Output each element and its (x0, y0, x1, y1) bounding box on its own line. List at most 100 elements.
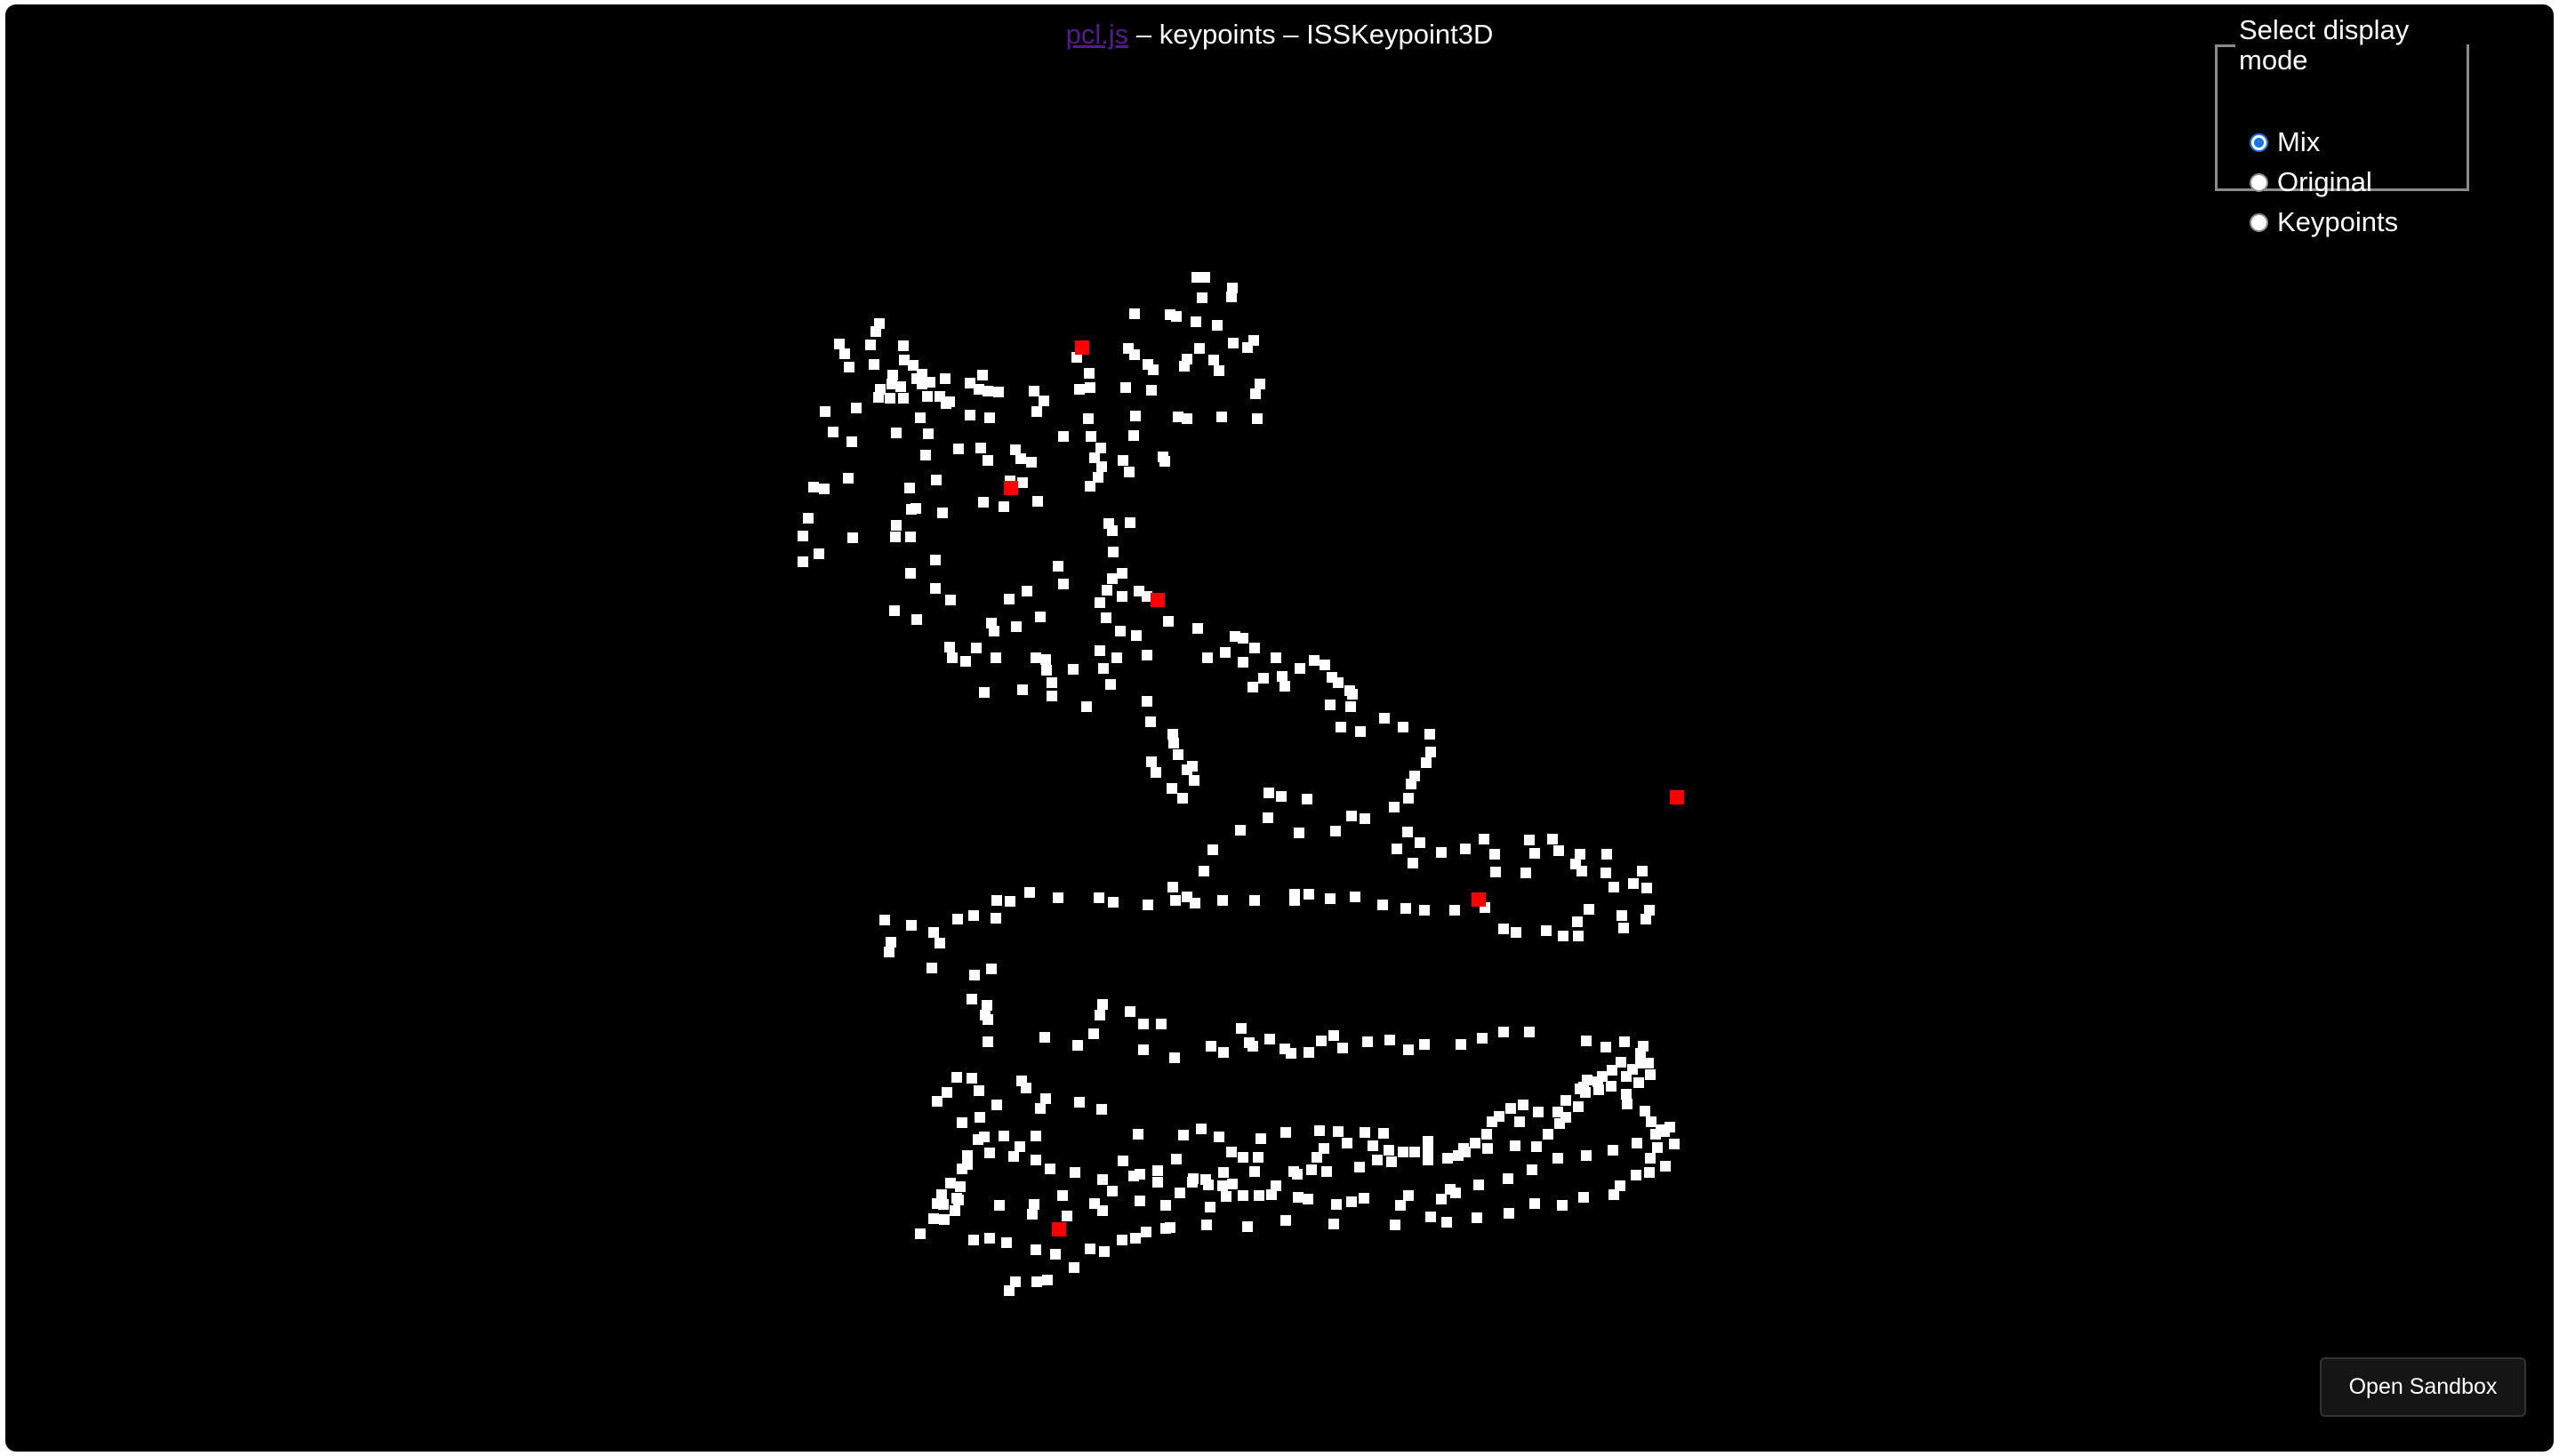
mode-option-mix[interactable]: Mix (2250, 124, 2320, 160)
viewer-frame: pcl.js – keypoints – ISSKeypoint3D Selec… (5, 4, 2554, 1452)
cloud-point (1644, 905, 1655, 916)
cloud-point (1472, 1212, 1482, 1223)
cloud-point (1286, 1048, 1296, 1059)
cloud-point (1035, 1103, 1046, 1114)
title-text: – keypoints – ISSKeypoint3D (1128, 19, 1494, 50)
cloud-point (1325, 893, 1336, 904)
cloud-point (1108, 897, 1119, 908)
cloud-point (1199, 866, 1209, 876)
cloud-point (1578, 1192, 1589, 1203)
cloud-point (1276, 791, 1287, 802)
cloud-point (937, 508, 948, 518)
cloud-point (1631, 1170, 1641, 1180)
cloud-point (1171, 311, 1182, 322)
mode-option-keypoints[interactable]: Keypoints (2250, 204, 2398, 240)
cloud-point (1635, 1058, 1646, 1068)
cloud-point (1058, 579, 1069, 589)
cloud-point (873, 392, 884, 403)
cloud-point (1169, 1052, 1180, 1063)
cloud-point (930, 555, 941, 565)
cloud-point (1321, 1166, 1332, 1177)
pcljs-link[interactable]: pcl.js (1065, 19, 1129, 50)
cloud-point (967, 1073, 977, 1084)
cloud-point (1095, 1010, 1105, 1020)
cloud-point (920, 450, 931, 460)
cloud-point (1553, 845, 1564, 856)
cloud-point (1409, 1147, 1420, 1157)
cloud-point (936, 1189, 947, 1200)
cloud-point (1400, 903, 1411, 914)
cloud-point (1328, 1219, 1339, 1229)
cloud-point (1089, 1198, 1100, 1209)
cloud-point (1058, 431, 1069, 442)
open-sandbox-button[interactable]: Open Sandbox (2320, 1357, 2526, 1417)
cloud-point (820, 406, 830, 417)
cloud-point (1107, 1186, 1118, 1196)
cloud-point (1062, 1211, 1072, 1221)
cloud-point (1117, 568, 1127, 579)
cloud-point (1005, 896, 1015, 907)
cloud-point (1263, 812, 1273, 823)
cloud-point (1125, 517, 1135, 528)
cloud-point (1138, 1019, 1149, 1029)
cloud-point (1481, 1129, 1492, 1140)
mix-radio[interactable] (2250, 132, 2268, 152)
cloud-point (1057, 1190, 1068, 1201)
cloud-point (879, 915, 890, 925)
cloud-point (885, 393, 895, 404)
cloud-point (1505, 1103, 1516, 1114)
cloud-point (1425, 1212, 1436, 1222)
cloud-point (1258, 673, 1269, 684)
cloud-point (1120, 382, 1131, 393)
cloud-point (1031, 1244, 1041, 1255)
cloud-point (851, 403, 862, 413)
cloud-point (1084, 368, 1095, 379)
cloud-point (1010, 1276, 1021, 1287)
cloud-point (1047, 677, 1057, 688)
keypoints-radio[interactable] (2250, 212, 2268, 232)
cloud-point (898, 393, 909, 404)
page-title: pcl.js – keypoints – ISSKeypoint3D (5, 17, 2554, 52)
cloud-point (1316, 1036, 1327, 1046)
cloud-point (1001, 1237, 1012, 1248)
cloud-point (1031, 652, 1041, 663)
original-radio[interactable] (2250, 172, 2268, 192)
cloud-point (870, 326, 881, 337)
cloud-point (1247, 682, 1258, 692)
cloud-point (1368, 1140, 1378, 1151)
cloud-point (844, 362, 854, 372)
cloud-point (993, 387, 1004, 397)
cloud-point (1160, 1200, 1171, 1211)
cloud-point (999, 501, 1009, 512)
cloud-point (1227, 283, 1238, 293)
point-cloud-canvas[interactable] (5, 4, 2554, 1452)
cloud-point (1031, 1276, 1042, 1287)
cloud-point (1098, 663, 1109, 674)
cloud-point (1584, 904, 1594, 915)
cloud-point (967, 994, 977, 1004)
cloud-point (1552, 1153, 1563, 1164)
cloud-point (1053, 561, 1063, 572)
cloud-point (889, 605, 900, 616)
cloud-point (1470, 1138, 1480, 1148)
cloud-point (1531, 1141, 1542, 1152)
cloud-point (1337, 1043, 1348, 1053)
cloud-point (1032, 496, 1043, 507)
cloud-point (1151, 767, 1161, 778)
cloud-point (1347, 689, 1358, 700)
cloud-point (1236, 1023, 1247, 1034)
cloud-point (1170, 895, 1181, 906)
cloud-point (1646, 1116, 1657, 1127)
cloud-point (930, 583, 941, 594)
cloud-point (974, 1085, 984, 1096)
cloud-point (1346, 1196, 1357, 1207)
cloud-point (1015, 1141, 1025, 1152)
keypoint (1075, 340, 1089, 355)
mode-option-original[interactable]: Original (2250, 164, 2372, 200)
cloud-point (1247, 1041, 1258, 1052)
cloud-point (1196, 1124, 1207, 1134)
cloud-point (1441, 1217, 1452, 1228)
cloud-point (1029, 386, 1039, 396)
cloud-point (923, 428, 934, 439)
cloud-point (1085, 382, 1095, 393)
